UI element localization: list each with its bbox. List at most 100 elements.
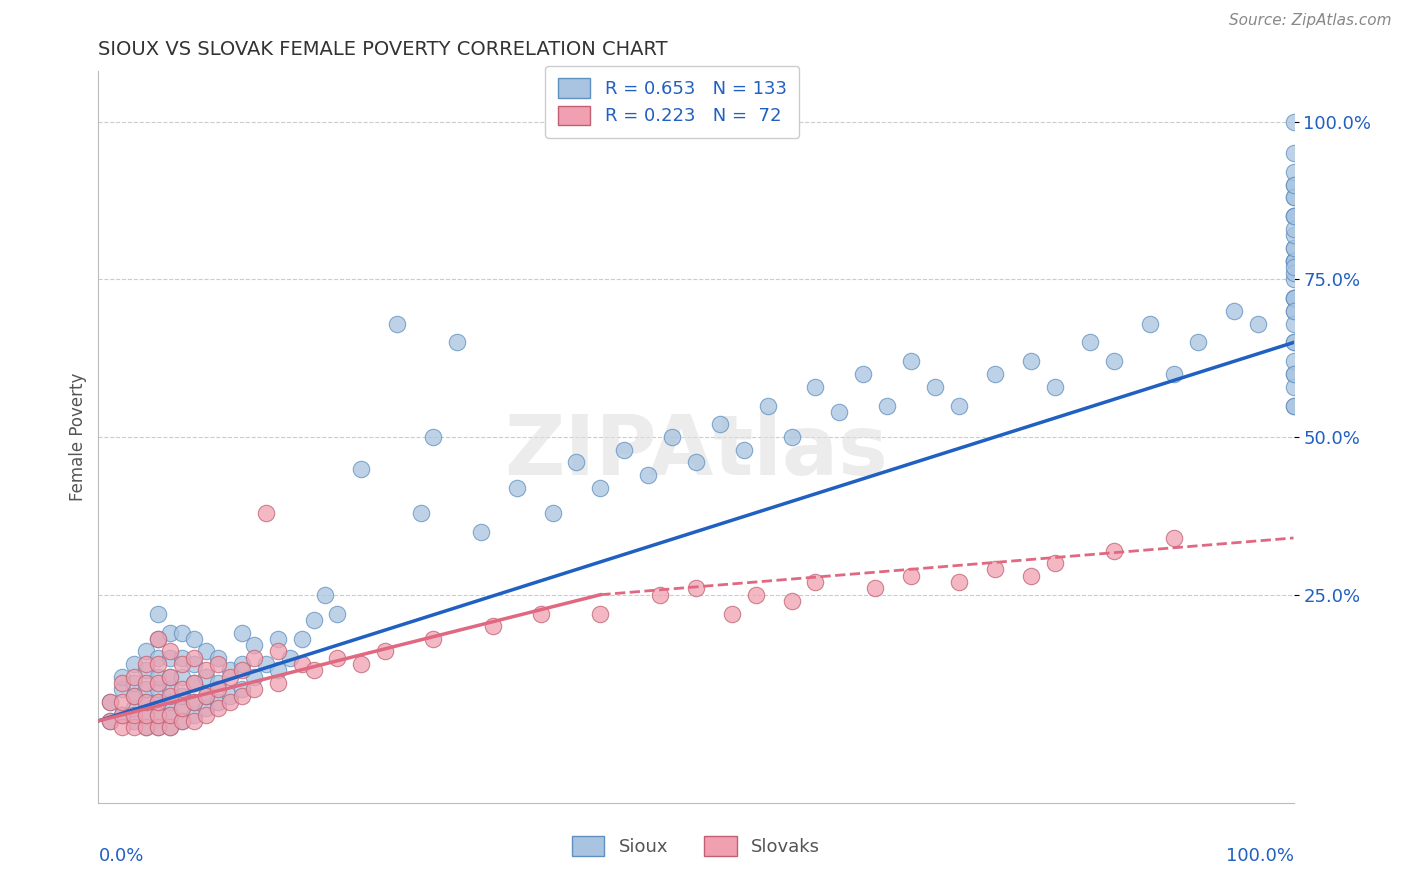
Point	[135, 707, 157, 722]
Point	[124, 701, 146, 715]
Point	[1282, 253, 1305, 268]
Point	[243, 638, 266, 652]
Point	[745, 588, 768, 602]
Point	[1282, 291, 1305, 305]
Point	[1282, 266, 1305, 280]
Text: Source: ZipAtlas.com: Source: ZipAtlas.com	[1229, 13, 1392, 29]
Point	[148, 695, 170, 709]
Point	[315, 588, 337, 602]
Point	[183, 657, 205, 671]
Point	[195, 670, 218, 684]
Point	[948, 399, 970, 413]
Text: 100.0%: 100.0%	[1226, 847, 1294, 864]
Point	[231, 657, 253, 671]
Point	[780, 594, 803, 608]
Point	[648, 588, 672, 602]
Point	[183, 676, 205, 690]
Point	[183, 650, 205, 665]
Point	[385, 317, 409, 331]
Point	[804, 379, 827, 393]
Point	[219, 670, 242, 684]
Point	[159, 689, 181, 703]
Point	[481, 619, 505, 633]
Point	[98, 695, 122, 709]
Point	[1282, 260, 1305, 274]
Point	[267, 632, 290, 646]
Point	[135, 720, 157, 734]
Point	[876, 399, 898, 413]
Point	[685, 455, 707, 469]
Point	[1282, 253, 1305, 268]
Point	[172, 714, 194, 728]
Point	[207, 682, 229, 697]
Point	[350, 657, 373, 671]
Point	[1282, 317, 1305, 331]
Point	[1282, 146, 1305, 161]
Point	[207, 650, 229, 665]
Point	[1282, 399, 1305, 413]
Point	[1282, 190, 1305, 204]
Point	[172, 701, 194, 715]
Point	[865, 582, 887, 596]
Point	[1282, 291, 1305, 305]
Point	[1247, 317, 1270, 331]
Point	[254, 506, 277, 520]
Text: 0.0%: 0.0%	[98, 847, 143, 864]
Point	[1104, 354, 1126, 368]
Point	[159, 707, 181, 722]
Point	[159, 625, 181, 640]
Point	[613, 442, 636, 457]
Point	[172, 682, 194, 697]
Point	[124, 670, 146, 684]
Point	[721, 607, 744, 621]
Point	[159, 670, 181, 684]
Point	[111, 707, 134, 722]
Point	[1282, 222, 1305, 236]
Point	[1282, 178, 1305, 192]
Point	[159, 644, 181, 658]
Point	[302, 664, 325, 678]
Point	[709, 417, 731, 432]
Point	[231, 689, 253, 703]
Point	[243, 682, 266, 697]
Point	[219, 689, 242, 703]
Point	[148, 720, 170, 734]
Point	[470, 524, 492, 539]
Point	[1187, 335, 1209, 350]
Point	[1080, 335, 1102, 350]
Point	[267, 676, 290, 690]
Point	[195, 707, 218, 722]
Point	[172, 689, 194, 703]
Point	[207, 695, 229, 709]
Point	[148, 707, 170, 722]
Point	[124, 689, 146, 703]
Point	[302, 613, 325, 627]
Point	[148, 650, 170, 665]
Point	[1282, 399, 1305, 413]
Point	[135, 644, 157, 658]
Point	[159, 707, 181, 722]
Point	[326, 650, 349, 665]
Point	[1282, 291, 1305, 305]
Point	[111, 695, 134, 709]
Point	[350, 461, 373, 475]
Point	[98, 695, 122, 709]
Point	[422, 632, 444, 646]
Point	[984, 562, 1007, 576]
Point	[900, 569, 922, 583]
Point	[900, 354, 922, 368]
Point	[267, 644, 290, 658]
Point	[1282, 367, 1305, 381]
Point	[172, 701, 194, 715]
Point	[446, 335, 468, 350]
Point	[422, 430, 444, 444]
Point	[1282, 335, 1305, 350]
Point	[1282, 304, 1305, 318]
Point	[1104, 543, 1126, 558]
Point	[1282, 335, 1305, 350]
Text: ZIPAtlas: ZIPAtlas	[503, 411, 889, 492]
Point	[1282, 241, 1305, 255]
Point	[159, 695, 181, 709]
Point	[852, 367, 875, 381]
Point	[183, 707, 205, 722]
